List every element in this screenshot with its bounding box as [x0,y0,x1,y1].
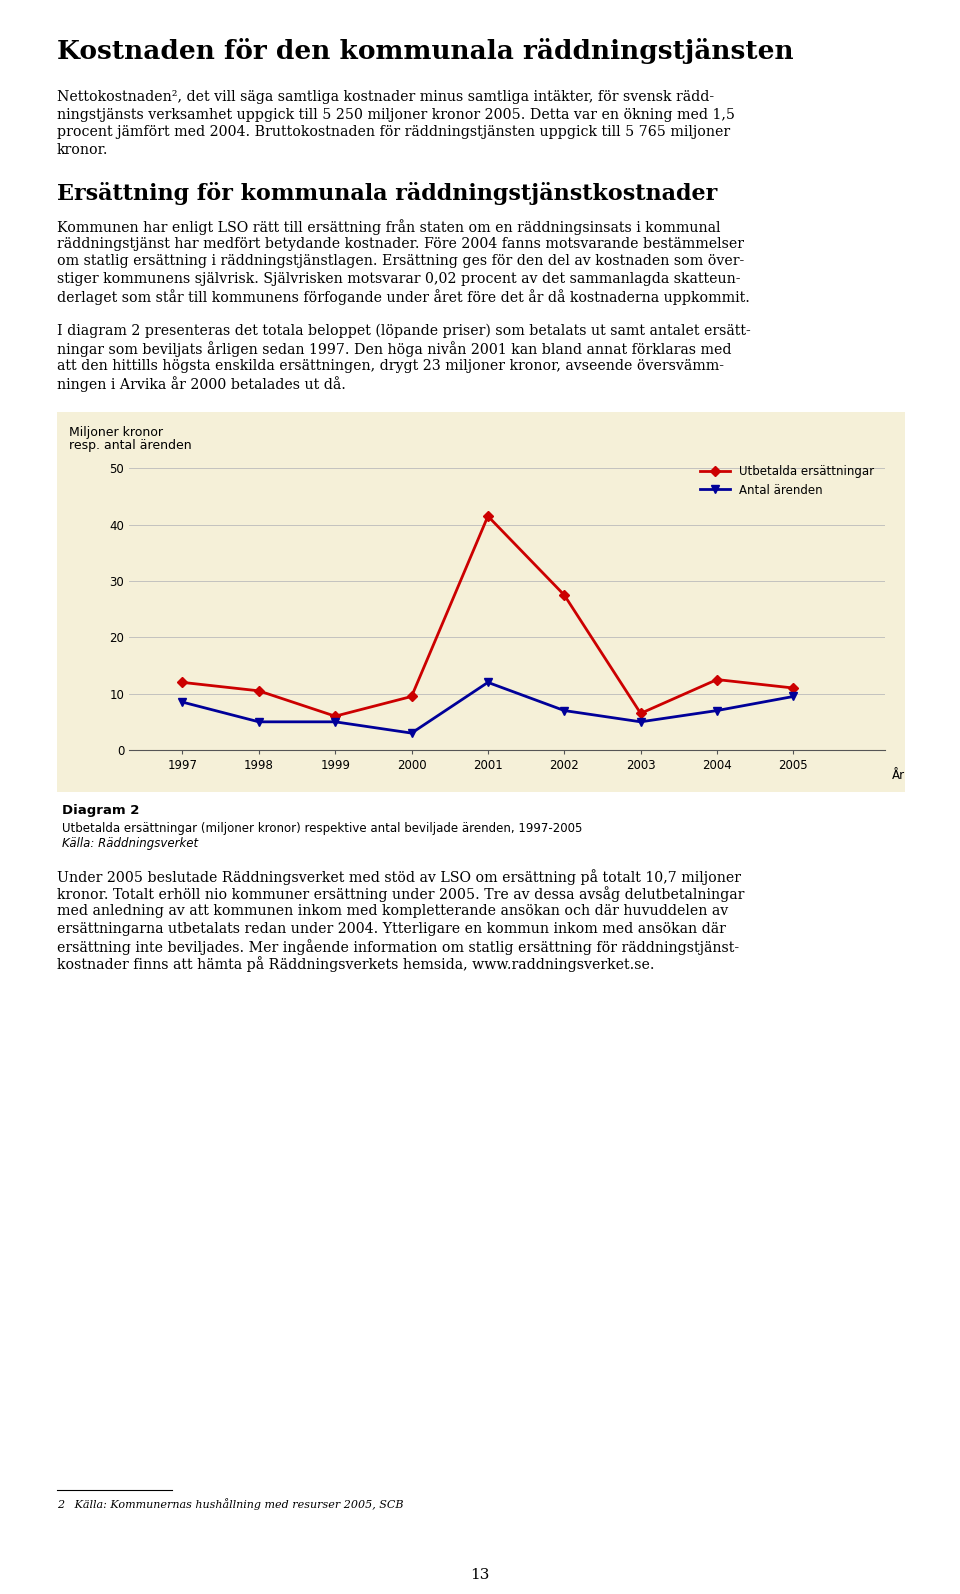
Text: Kommunen har enligt LSO rätt till ersättning från staten om en räddningsinsats i: Kommunen har enligt LSO rätt till ersätt… [57,218,721,234]
Text: räddningstjänst har medfört betydande kostnader. Före 2004 fanns motsvarande bes: räddningstjänst har medfört betydande ko… [57,236,744,250]
Text: Under 2005 beslutade Räddningsverket med stöd av LSO om ersättning på totalt 10,: Under 2005 beslutade Räddningsverket med… [57,869,741,885]
Text: derlaget som står till kommunens förfogande under året före det år då kostnadern: derlaget som står till kommunens förfoga… [57,289,750,304]
Text: att den hittills högsta enskilda ersättningen, drygt 23 miljoner kronor, avseend: att den hittills högsta enskilda ersättn… [57,359,724,373]
Text: stiger kommunens självrisk. Självrisken motsvarar 0,02 procent av det sammanlagd: stiger kommunens självrisk. Självrisken … [57,271,740,285]
Text: Ersättning för kommunala räddningstjänstkostnader: Ersättning för kommunala räddningstjänst… [57,182,717,206]
Text: Kostnaden för den kommunala räddningstjänsten: Kostnaden för den kommunala räddningstjä… [57,38,794,64]
Text: I diagram 2 presenteras det totala beloppet (löpande priser) som betalats ut sam: I diagram 2 presenteras det totala belop… [57,324,751,338]
Text: ningar som beviljats årligen sedan 1997. Den höga nivån 2001 kan bland annat för: ningar som beviljats årligen sedan 1997.… [57,341,732,357]
Text: Nettokostnaden², det vill säga samtliga kostnader minus samtliga intäkter, för s: Nettokostnaden², det vill säga samtliga … [57,89,714,104]
Text: kronor.: kronor. [57,142,108,156]
Text: ersättningarna utbetalats redan under 2004. Ytterligare en kommun inkom med ansö: ersättningarna utbetalats redan under 20… [57,921,726,936]
Text: Diagram 2: Diagram 2 [62,803,139,818]
Text: Källa: Räddningsverket: Källa: Räddningsverket [62,837,198,850]
Legend: Utbetalda ersättningar, Antal ärenden: Utbetalda ersättningar, Antal ärenden [696,461,879,502]
Text: Utbetalda ersättningar (miljoner kronor) respektive antal beviljade ärenden, 199: Utbetalda ersättningar (miljoner kronor)… [62,823,583,835]
Text: År: År [892,770,905,783]
Text: 2   Källa: Kommunernas hushållning med resurser 2005, SCB: 2 Källa: Kommunernas hushållning med res… [57,1498,403,1510]
Bar [57,411,905,792]
Text: kostnader finns att hämta på Räddningsverkets hemsida, www.raddningsverket.se.: kostnader finns att hämta på Räddningsve… [57,956,655,972]
Text: resp. antal ärenden: resp. antal ärenden [69,438,192,453]
Text: ningstjänsts verksamhet uppgick till 5 250 miljoner kronor 2005. Detta var en ök: ningstjänsts verksamhet uppgick till 5 2… [57,107,735,121]
Text: om statlig ersättning i räddningstjänstlagen. Ersättning ges för den del av kost: om statlig ersättning i räddningstjänstl… [57,253,744,268]
Text: med anledning av att kommunen inkom med kompletterande ansökan och där huvuddele: med anledning av att kommunen inkom med … [57,904,729,918]
Text: 13: 13 [470,1568,490,1581]
Text: ersättning inte beviljades. Mer ingående information om statlig ersättning för r: ersättning inte beviljades. Mer ingående… [57,939,739,955]
Text: kronor. Totalt erhöll nio kommuner ersättning under 2005. Tre av dessa avsåg del: kronor. Totalt erhöll nio kommuner ersät… [57,886,744,902]
Text: Miljoner kronor: Miljoner kronor [69,426,163,438]
Text: procent jämfört med 2004. Bruttokostnaden för räddningstjänsten uppgick till 5 7: procent jämfört med 2004. Bruttokostnade… [57,124,731,139]
Text: ningen i Arvika år 2000 betalades ut då.: ningen i Arvika år 2000 betalades ut då. [57,376,346,392]
